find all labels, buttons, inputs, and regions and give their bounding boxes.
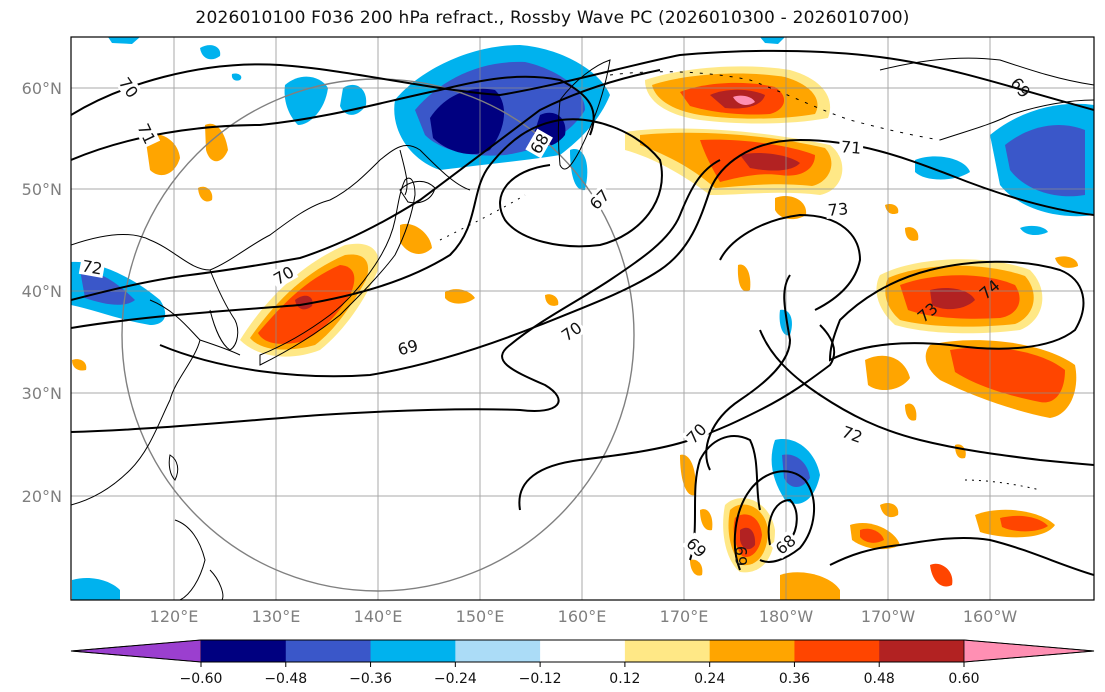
colorbar-segment [285,640,372,662]
lat-label: 50°N [22,180,62,199]
contour-label: 69 [396,336,421,360]
latitude-labels: 60°N 50°N 40°N 30°N 20°N [22,79,62,506]
colorbar-tick-label: −0.24 [434,671,477,687]
graticule [71,37,1094,600]
coastlines [71,57,1094,600]
colorbar-segment [709,640,795,662]
map-plot-area: 70 71 72 70 69 67 68 71 73 73 74 70 72 7… [71,37,1094,600]
contour-label: 73 [827,199,849,220]
lon-label: 120°E [150,607,199,626]
colorbar-segment [794,640,880,662]
lat-label: 60°N [22,79,62,98]
lon-label: 170°W [861,607,916,626]
colorbar-segment [201,640,287,662]
lat-label: 20°N [22,487,62,506]
colorbar-tick-label: −0.48 [264,671,307,687]
longitude-labels: 120°E 130°E 140°E 150°E 160°E 170°E 180°… [150,607,1018,626]
plot-frame [70,36,1095,601]
contour-lines [71,49,1094,576]
colorbar-segment [879,640,965,662]
colorbar-tick-label: 0.48 [864,671,895,687]
colorbar-segment [455,640,541,662]
figure-title: 2026010100 F036 200 hPa refract., Rossby… [195,8,910,28]
colorbar-tick-label: 0.60 [948,671,979,687]
colorbar-segment [624,640,711,662]
lon-label: 160°E [558,607,607,626]
lat-label: 40°N [22,282,62,301]
colorbar-tick-label: −0.60 [180,671,223,687]
colorbar-segment [540,640,626,662]
lon-label: 180°W [759,607,814,626]
negative-anomaly-shading [71,37,1094,600]
lon-label: 140°E [354,607,403,626]
contour-label: 72 [80,256,103,278]
colorbar-segment [370,640,456,662]
colorbar-tick-label: 0.24 [694,671,725,687]
colorbar-tick-label: 0.36 [779,671,810,687]
colorbar: −0.60 −0.48 −0.36 −0.24 −0.12 0.12 0.24 0.36 0.4… [70,639,1095,687]
colorbar-max-extend [963,639,1095,663]
colorbar-tick-label: −0.12 [519,671,562,687]
lat-label: 30°N [22,384,62,403]
lon-label: 150°E [456,607,505,626]
colorbar-tick-label: 0.12 [609,671,640,687]
positive-anomaly-shading [72,66,1078,600]
contour-label: 71 [840,137,862,158]
colorbar-min-extend [70,639,202,663]
lon-label: 130°E [252,607,301,626]
contour-label: 69 [732,546,751,566]
colorbar-tick-label: −0.36 [349,671,392,687]
lon-label: 160°W [963,607,1018,626]
lon-label: 170°E [660,607,709,626]
